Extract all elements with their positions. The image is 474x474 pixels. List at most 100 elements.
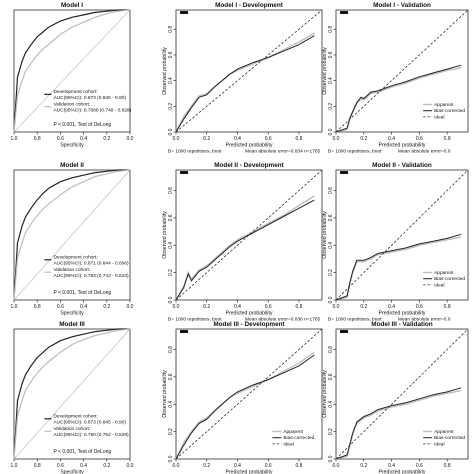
legend-entry: Apparent <box>434 102 454 108</box>
x-tick-label: 0.4 <box>388 463 395 469</box>
roc-panel-1: Model I 1.0 0.8 0.6 0.4 0.2 0.0 Specificity Deve… <box>11 2 134 149</box>
x-tick-label: 0.2 <box>103 136 110 142</box>
chart-title: Model II - Validation <box>372 162 432 169</box>
p-value-text: P < 0.001, Test of DeLong <box>53 290 111 296</box>
x-tick-label: 0.4 <box>80 304 87 310</box>
y-tick-label: 0.8 <box>328 187 334 194</box>
legend-entry: Bias-corrected <box>434 435 465 441</box>
legend-entry: AUC(95%CI): 0.7688 (0.749 - 0.828) <box>53 108 131 114</box>
x-tick-label: 0.8 <box>34 463 41 469</box>
plot-frame <box>13 169 131 301</box>
x-tick-label: 0.0 <box>173 304 180 310</box>
y-tick-label: 0.0 <box>328 128 334 135</box>
y-axis-label: Observed probability <box>322 370 328 418</box>
x-tick-label: 0.8 <box>295 304 302 310</box>
x-axis-label: Specificity <box>60 143 84 149</box>
x-tick-label: 0.8 <box>295 463 302 469</box>
y-axis-label: Observed probability <box>162 370 168 418</box>
rug-marks <box>180 330 188 333</box>
y-tick-label: 0.6 <box>168 214 174 221</box>
x-tick-label: 0.0 <box>127 304 134 310</box>
rug-marks <box>180 171 188 174</box>
chart-title: Model III <box>59 321 85 328</box>
x-tick-label: 0.2 <box>103 304 110 310</box>
chart-title: Model I <box>61 2 83 9</box>
x-tick-label: 0.2 <box>203 136 210 142</box>
calibration-line-bias-corrected <box>175 35 315 133</box>
x-tick-label: 0.0 <box>127 463 134 469</box>
legend-entry: Validation cohort: <box>53 101 90 107</box>
x-tick-label: 0.4 <box>388 136 395 142</box>
y-tick-label: 0.6 <box>328 214 334 221</box>
calibration-panel-9: Model III - Validation 0.0 0.2 0.4 0.6 0.8 Pre… <box>322 321 469 474</box>
x-tick-label: 0.0 <box>127 136 134 142</box>
footer-left-text: B= 1000 repetitions, boot <box>328 149 382 155</box>
x-tick-label: 0.6 <box>416 136 423 142</box>
x-tick-label: 0.8 <box>444 136 451 142</box>
x-tick-label: 0.6 <box>57 136 64 142</box>
x-tick-label: 0.2 <box>203 463 210 469</box>
chance-diagonal <box>13 328 131 460</box>
x-tick-label: 0.0 <box>333 463 340 469</box>
plot-frame <box>13 328 131 460</box>
p-value-text: P < 0.001, Test of DeLong <box>53 122 111 128</box>
legend-entry: Development cohort: <box>53 89 97 95</box>
x-tick-label: 0.8 <box>444 463 451 469</box>
roc-curve-validation <box>13 169 131 301</box>
legend-entry: Ideal <box>283 441 293 447</box>
rug-marks <box>340 11 348 14</box>
plot-frame <box>335 328 469 460</box>
x-tick-label: 0.4 <box>388 304 395 310</box>
y-axis-label: Observed probability <box>162 211 168 259</box>
y-axis-label: Observed probability <box>162 47 168 95</box>
y-tick-label: 0.0 <box>168 296 174 303</box>
calibration-line-ideal <box>175 9 323 133</box>
plot-frame <box>13 9 131 133</box>
x-tick-label: 1.0 <box>11 463 18 469</box>
calibration-line-bias-corrected <box>335 387 462 460</box>
x-axis-label: Predicted probability <box>378 143 425 149</box>
y-tick-label: 0.2 <box>328 103 334 110</box>
x-tick-label: 0.8 <box>34 136 41 142</box>
x-tick-label: 0.6 <box>416 304 423 310</box>
calibration-line-apparent <box>175 195 315 301</box>
y-tick-label: 0.8 <box>328 346 334 353</box>
calibration-line-apparent <box>335 236 462 301</box>
footer-right-text: Mean absolute error=0.034 n=1765 <box>245 149 321 155</box>
x-axis-label: Predicted probability <box>378 311 425 317</box>
calibration-line-bias-corrected <box>335 233 462 301</box>
legend-entry: Development cohort: <box>53 254 97 260</box>
legend-entry: AUC(95%CI): 0.871 (0.844 - 0.896) <box>53 261 129 267</box>
chart-title: Model II <box>60 162 84 169</box>
legend-entry: AUC(95%CI): 0.790 (0.752 - 0.828) <box>53 432 129 438</box>
rug-marks <box>180 11 188 14</box>
chance-diagonal <box>13 9 131 133</box>
x-tick-label: 0.2 <box>103 463 110 469</box>
x-tick-label: 0.2 <box>360 304 367 310</box>
y-tick-label: 0.8 <box>328 26 334 33</box>
y-tick-label: 0.2 <box>328 428 334 435</box>
calibration-panel-5: Model II - Development 0.0 0.2 0.4 0.6 0.8 Pre… <box>162 162 323 323</box>
y-tick-label: 0.0 <box>328 296 334 303</box>
plot-frame <box>175 169 323 301</box>
calibration-line-bias-corrected <box>175 199 315 301</box>
chance-diagonal <box>13 169 131 301</box>
roc-panel-4: Model II 1.0 0.8 0.6 0.4 0.2 0.0 Specificity Dev… <box>11 162 134 317</box>
x-tick-label: 0.8 <box>444 304 451 310</box>
footer-right-text: Mean absolute error=0.0 <box>398 317 451 323</box>
roc-curve-development <box>13 9 130 133</box>
chart-title: Model I - Validation <box>373 2 431 9</box>
y-tick-label: 0.4 <box>328 77 334 84</box>
calibration-line-ideal <box>335 169 469 301</box>
footer-right-text: Mean absolute error=0.036 n=1765 <box>245 317 321 323</box>
y-tick-label: 0.6 <box>168 373 174 380</box>
plot-frame <box>175 9 323 133</box>
plot-frame <box>335 9 469 133</box>
y-tick-label: 0.6 <box>328 51 334 58</box>
calibration-line-ideal <box>175 328 323 460</box>
y-tick-label: 0.2 <box>168 103 174 110</box>
rug-marks <box>340 330 348 333</box>
legend-entry: Ideal <box>434 441 444 447</box>
y-tick-label: 0.0 <box>168 455 174 462</box>
